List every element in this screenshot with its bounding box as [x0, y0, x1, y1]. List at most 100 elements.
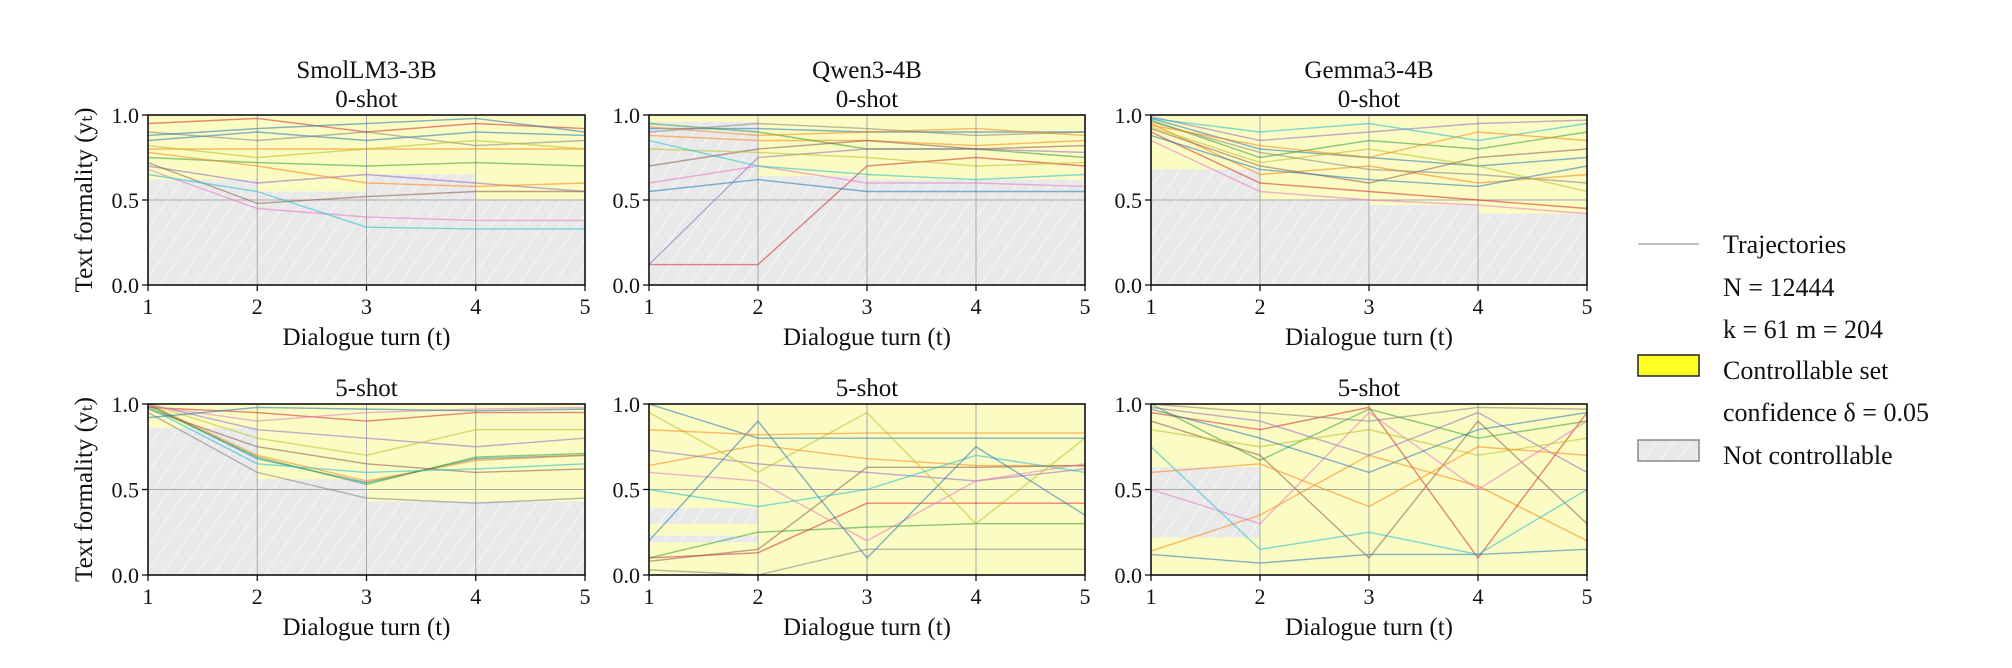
legend-item-k-61-m-204: k = 61 m = 204 [1723, 315, 1883, 344]
x-tick-label: 5 [1080, 294, 1091, 319]
trajectory-line [1150, 446, 1588, 508]
x-tick-label: 4 [1473, 294, 1484, 319]
panel-1: 1 2 3 4 5 0.0 0.5 1.0 Qwen3-4B0-shot Dialogue tur… [613, 57, 1091, 351]
x-tick-label: 5 [1582, 294, 1593, 319]
trajectory-line [147, 151, 586, 188]
legend-label: Trajectories [1723, 230, 1846, 259]
controllable-region [366, 404, 476, 502]
trajectory-line [147, 403, 586, 482]
trajectory-line [147, 403, 585, 457]
trajectory-line [1150, 124, 1588, 159]
x-tick-label: 4 [971, 294, 982, 319]
x-axis-label: Dialogue turn (t) [783, 324, 951, 351]
trajectory-line [147, 139, 586, 159]
trajectory-line [1150, 406, 1588, 474]
x-tick-label: 3 [1364, 584, 1375, 609]
panel-subtitle: 0-shot [1338, 86, 1401, 113]
x-axis-label: Dialogue turn (t) [282, 324, 450, 351]
legend-label: k = 61 m = 204 [1723, 315, 1883, 344]
legend-label: Controllable set [1723, 356, 1889, 385]
x-tick-label: 4 [470, 584, 481, 609]
panel-subtitle: 5-shot [1338, 375, 1401, 402]
panel-title: Gemma3-4B [1304, 57, 1433, 84]
trajectory-line [648, 502, 1085, 559]
y-tick-label: 1.0 [1115, 103, 1143, 128]
y-tick-label: 0.0 [613, 273, 641, 298]
y-tick-label: 0.5 [613, 478, 641, 503]
legend-item-not-controllable: Not controllable [1637, 439, 1893, 470]
legend-item-n-12444: N = 12444 [1723, 273, 1834, 302]
panel-title: SmolLM3-3B [296, 57, 436, 84]
trajectory-line [147, 131, 586, 142]
x-tick-label: 1 [644, 584, 655, 609]
legend-patch-swatch [1637, 354, 1700, 377]
y-tick-label: 1.0 [1115, 392, 1143, 417]
panel-title: Qwen3-4B [812, 57, 922, 84]
trajectory-line [147, 406, 586, 474]
x-axis-label: Dialogue turn (t) [1285, 324, 1453, 351]
x-tick-label: 1 [1146, 294, 1157, 319]
y-tick-label: 1.0 [613, 392, 641, 417]
y-axis-label: Text formality (yₜ) [71, 397, 98, 582]
trajectory-line [1150, 139, 1588, 215]
x-tick-label: 3 [1364, 294, 1375, 319]
x-tick-label: 1 [143, 294, 154, 319]
panel-0: 1 2 3 4 5 0.0 0.5 1.0 SmolLM3-3B0-shot Dialogue t… [71, 57, 591, 351]
trajectory-line [147, 406, 586, 419]
x-tick-label: 5 [1582, 584, 1593, 609]
controllable-region [1260, 115, 1369, 200]
panel-2: 1 2 3 4 5 0.0 0.5 1.0 Gemma3-4B0-shot Dialogue tu… [1115, 57, 1593, 351]
trajectory-line [648, 165, 1086, 188]
trajectory-line [1150, 121, 1588, 184]
x-tick-label: 4 [470, 294, 481, 319]
x-tick-label: 5 [580, 584, 591, 609]
trajectory-line [1150, 446, 1588, 556]
panel-subtitle: 0-shot [836, 86, 899, 113]
panel-4: 1 2 3 4 5 0.0 0.5 1.0 5-shot Dialogue turn (t) [613, 375, 1091, 641]
trajectory-line [648, 122, 1086, 137]
legend-label: Not controllable [1723, 441, 1893, 470]
trajectory-line [147, 168, 585, 222]
legend-hatch-swatch [1637, 439, 1700, 462]
trajectory-line [648, 449, 1086, 482]
panel-3: 1 2 3 4 5 0.0 0.5 1.0 5-shot Dialogue turn (t) Tex… [71, 375, 591, 641]
trajectory-line [147, 411, 586, 504]
y-tick-label: 0.5 [112, 188, 140, 213]
x-tick-label: 4 [1473, 584, 1484, 609]
x-tick-label: 3 [862, 294, 873, 319]
x-axis-label: Dialogue turn (t) [1285, 614, 1453, 641]
legend-item-confidence-0-05: confidence δ = 0.05 [1723, 398, 1929, 427]
trajectory-line [648, 411, 1086, 525]
panel-subtitle: 5-shot [335, 375, 398, 402]
trajectory-line [648, 464, 1086, 563]
trajectory-line [648, 148, 1086, 266]
x-tick-label: 2 [252, 584, 263, 609]
legend: Trajectories N = 12444 k = 61 m = 204 Contr… [1637, 230, 1929, 470]
panel-5: 1 2 3 4 5 0.0 0.5 1.0 5-shot Dialogue turn (t) [1115, 375, 1593, 641]
panel-subtitle: 0-shot [335, 86, 398, 113]
y-tick-label: 1.0 [112, 392, 140, 417]
y-tick-label: 0.5 [1115, 188, 1143, 213]
y-tick-label: 1.0 [112, 103, 140, 128]
x-tick-label: 3 [862, 584, 873, 609]
x-axis-label: Dialogue turn (t) [282, 614, 450, 641]
trajectory-line [1150, 126, 1588, 193]
controllable-region [475, 404, 585, 502]
y-tick-label: 0.0 [112, 563, 140, 588]
y-tick-label: 0.5 [112, 478, 140, 503]
y-tick-label: 0.0 [112, 273, 140, 298]
trajectory-line [1150, 116, 1588, 142]
y-tick-label: 0.0 [613, 563, 641, 588]
trajectory-line [1150, 420, 1588, 559]
trajectory-line [147, 405, 586, 486]
x-tick-label: 2 [1255, 294, 1266, 319]
trajectory-line [648, 523, 1085, 559]
y-tick-label: 0.0 [1115, 273, 1143, 298]
x-tick-label: 5 [580, 294, 591, 319]
x-axis-label: Dialogue turn (t) [783, 614, 951, 641]
trajectory-line [147, 405, 586, 422]
y-tick-label: 0.0 [1115, 563, 1143, 588]
trajectory-line [1150, 134, 1588, 188]
trajectory-line [1150, 548, 1588, 564]
trajectory-line [1150, 411, 1588, 525]
